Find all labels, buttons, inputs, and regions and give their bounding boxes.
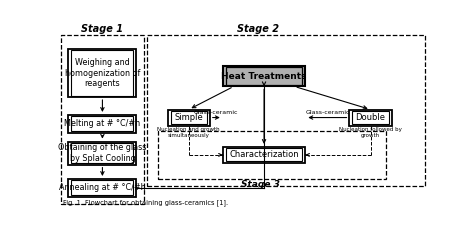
Bar (226, 148, 302, 161)
Text: Annealing at # °C/#h: Annealing at # °C/#h (59, 183, 146, 192)
Bar (223, 66, 305, 86)
Text: Stage 3: Stage 3 (241, 180, 280, 189)
Bar (158, 131, 386, 179)
Text: Heat Treatments: Heat Treatments (221, 72, 307, 81)
Text: Characterization: Characterization (229, 150, 299, 159)
Bar (61, 35, 144, 204)
Bar (147, 35, 425, 186)
Text: Glass-ceramic: Glass-ceramic (305, 110, 350, 115)
Text: Stage 1: Stage 1 (82, 24, 123, 34)
Text: Nucleation followed by
growth: Nucleation followed by growth (339, 127, 402, 138)
Bar (68, 49, 137, 97)
Bar (349, 109, 392, 126)
Text: Fig. 1. Flowchart for obtaining glass-ceramics [1].: Fig. 1. Flowchart for obtaining glass-ce… (63, 199, 228, 206)
Text: Simple: Simple (174, 113, 203, 122)
Text: Nucleation and growth
simultaneously: Nucleation and growth simultaneously (157, 127, 220, 138)
Bar (72, 51, 134, 96)
Text: Obtaining of the glass
by Splat Cooling: Obtaining of the glass by Splat Cooling (58, 143, 146, 163)
Text: Stage 2: Stage 2 (237, 24, 279, 34)
Bar (68, 179, 137, 197)
Bar (168, 109, 210, 126)
Bar (223, 147, 305, 163)
Bar (72, 180, 134, 195)
Bar (226, 67, 302, 85)
Bar (171, 111, 207, 124)
Bar (68, 142, 137, 165)
Bar (352, 111, 389, 124)
Text: Weighing and
homogenization of
reagents: Weighing and homogenization of reagents (65, 58, 140, 88)
Text: Melting at # °C/#h: Melting at # °C/#h (64, 119, 140, 128)
Bar (72, 143, 134, 163)
Text: Double: Double (356, 113, 385, 122)
Text: Glass-ceramic: Glass-ceramic (194, 110, 238, 115)
Bar (72, 116, 134, 131)
Bar (68, 115, 137, 133)
